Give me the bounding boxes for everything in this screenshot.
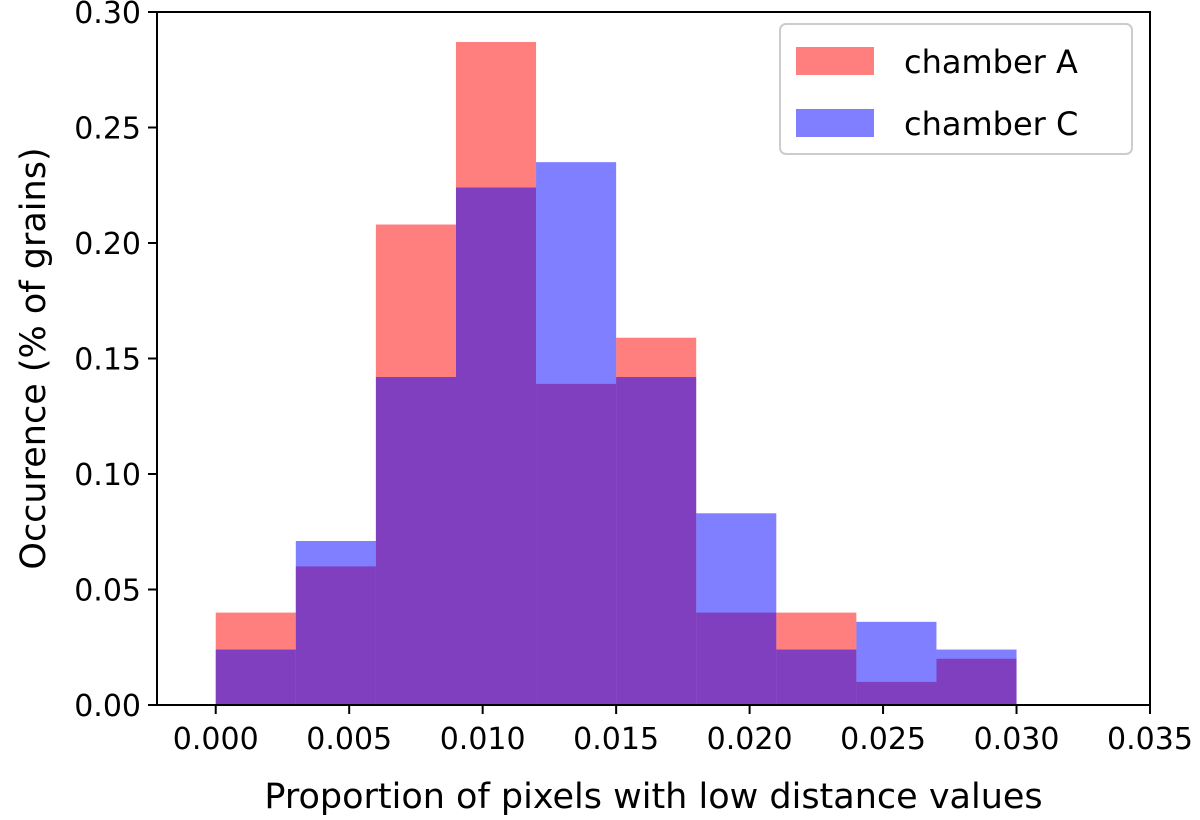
bar-chamber-C-8 — [776, 649, 857, 705]
y-tick-label: 0.20 — [74, 227, 141, 262]
bar-chamber-C-6 — [616, 376, 697, 705]
legend-label-chamber-C: chamber C — [904, 105, 1078, 143]
bar-chamber-C-3 — [375, 376, 456, 705]
legend-swatch-chamber-A — [796, 47, 874, 75]
bar-chamber-C-7 — [696, 513, 777, 705]
x-tick-label: 0.000 — [173, 722, 259, 757]
axes-layer: 0.000 0.005 0.010 0.015 0.020 0.025 0.030 0.035… — [74, 0, 1193, 757]
legend-swatch-chamber-C — [796, 109, 874, 137]
bar-chamber-C-5 — [536, 162, 617, 705]
legend-label-chamber-A: chamber A — [904, 43, 1078, 81]
bars-layer — [215, 42, 1017, 705]
legend: chamber A chamber C — [779, 23, 1133, 155]
y-tick-label: 0.30 — [74, 0, 141, 31]
x-tick-label: 0.015 — [573, 722, 659, 757]
x-tick-label: 0.035 — [1107, 722, 1193, 757]
x-tick-label: 0.020 — [707, 722, 793, 757]
bar-chamber-C-1 — [215, 649, 296, 705]
bar-chamber-C-9 — [856, 621, 937, 705]
x-tick-label: 0.030 — [974, 722, 1060, 757]
y-tick-label: 0.25 — [74, 112, 141, 147]
x-axis-label: Proportion of pixels with low distance v… — [264, 777, 1042, 817]
bar-chamber-C-10 — [936, 649, 1017, 705]
y-tick-label: 0.00 — [74, 689, 141, 724]
x-tick-label: 0.025 — [840, 722, 926, 757]
y-tick-label: 0.10 — [74, 458, 141, 493]
x-tick-label: 0.010 — [440, 722, 526, 757]
x-tick-label: 0.005 — [306, 722, 392, 757]
y-tick-label: 0.05 — [74, 574, 141, 609]
y-axis-label: Occurence (% of grains) — [14, 147, 54, 569]
bar-chamber-C-4 — [455, 187, 537, 705]
y-tick-label: 0.15 — [74, 343, 141, 378]
bar-chamber-C-2 — [295, 540, 376, 705]
series-chamber-C — [215, 162, 1017, 705]
